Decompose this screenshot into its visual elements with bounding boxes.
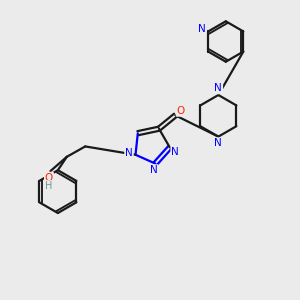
- Text: O: O: [177, 106, 185, 116]
- Text: N: N: [171, 147, 179, 157]
- Text: N: N: [214, 138, 222, 148]
- Text: O: O: [45, 172, 53, 183]
- Text: H: H: [45, 181, 52, 191]
- Text: N: N: [150, 165, 158, 175]
- Text: N: N: [125, 148, 133, 158]
- Text: N: N: [214, 83, 222, 94]
- Text: N: N: [198, 24, 206, 34]
